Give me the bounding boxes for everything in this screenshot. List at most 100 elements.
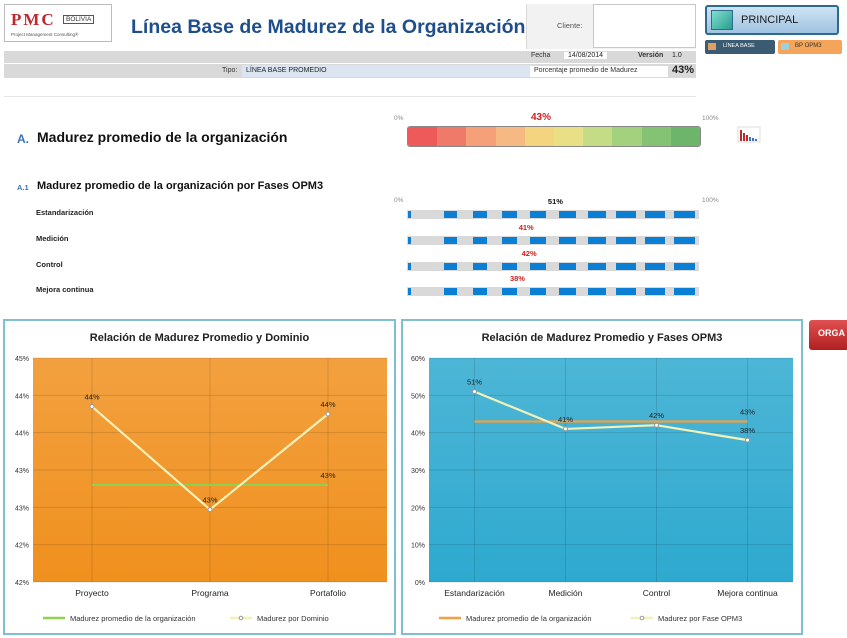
y-tick-label: 20% — [411, 505, 425, 512]
tipo-value: LÍNEA BASE PROMEDIO — [242, 65, 532, 77]
page-title: Línea Base de Madurez de la Organización — [131, 16, 526, 38]
phase-segment — [645, 263, 666, 270]
version-value: 1.0 — [672, 52, 682, 59]
legend-label: Madurez por Fase OPM3 — [658, 614, 742, 623]
data-label: 43% — [202, 496, 217, 505]
organizacion-tab[interactable]: ORGA — [809, 320, 847, 350]
logo-subtitle: Project Management Consulting® — [11, 32, 79, 37]
phase-segment — [616, 263, 636, 270]
maturity-gauge — [407, 126, 701, 147]
tipo-row: Tipo: LÍNEA BASE PROMEDIO — [4, 64, 696, 78]
phase-bar — [407, 287, 699, 296]
data-label: 43% — [740, 407, 755, 416]
phase-bar — [407, 236, 699, 245]
phase-segment — [530, 263, 547, 270]
gauge-segment — [495, 127, 525, 146]
section-a1-title: Madurez promedio de la organización por … — [37, 180, 324, 192]
y-tick-label: 43% — [15, 468, 29, 475]
logo-badge: BOLIVIA — [63, 15, 95, 24]
legend-marker — [639, 615, 645, 621]
data-point — [654, 422, 659, 428]
phase-segment — [559, 263, 577, 270]
y-tick-label: 44% — [15, 431, 29, 438]
phase-segment — [408, 237, 411, 244]
bp-opm3-label: BP OPM3 — [795, 43, 822, 49]
phase-segment — [673, 237, 695, 244]
gauge-scale-max: 100% — [702, 115, 719, 122]
data-label: 41% — [558, 415, 573, 424]
phase-segment — [473, 288, 487, 295]
y-tick-label: 40% — [411, 431, 425, 438]
phase-segment — [501, 263, 517, 270]
phase-segment — [530, 237, 547, 244]
chart-dominio-plot: 45% 44% 44% 43% 43% 42% 42% Proyecto Programa Por… — [15, 356, 387, 623]
phase-segment — [530, 211, 547, 218]
cliente-field[interactable] — [593, 4, 696, 48]
phase-segment — [559, 211, 577, 218]
y-tick-label: 10% — [411, 543, 425, 550]
data-point — [325, 411, 331, 417]
gauge-segment — [554, 127, 584, 146]
fecha-label: Fecha — [531, 52, 551, 59]
phase-scale-min: 0% — [394, 197, 404, 204]
phase-segment — [559, 288, 577, 295]
phase-segment — [444, 237, 458, 244]
gauge-segment — [612, 127, 642, 146]
bp-opm3-button[interactable]: BP OPM3 — [778, 40, 842, 54]
phase-label: Estandarización — [36, 208, 94, 217]
phase-segment — [587, 288, 606, 295]
y-tick-label: 44% — [15, 393, 29, 400]
legend-label: Madurez promedio de la organización — [466, 614, 592, 623]
phase-segment — [645, 211, 666, 218]
phase-segment — [587, 237, 606, 244]
mini-chart-icon[interactable] — [737, 126, 761, 143]
cliente-area: Cliente: — [526, 4, 696, 49]
cliente-label: Cliente: — [557, 21, 583, 30]
x-tick-label: Control — [643, 588, 671, 598]
x-tick-label: Programa — [191, 588, 229, 598]
chart-fases-plot: 60% 50% 40% 30% 20% 10% 0% Estandarización Medic… — [411, 356, 793, 623]
gauge-scale-min: 0% — [394, 115, 404, 122]
chart-dominio: Relación de Madurez Promedio y Dominio 4… — [3, 319, 396, 635]
gauge-segment — [466, 127, 496, 146]
phase-segment — [673, 263, 695, 270]
phase-value-label: 42% — [521, 249, 537, 258]
linea-base-label: LÍNEA BASE — [723, 43, 755, 49]
logo-text: PMC — [11, 10, 56, 29]
phase-bar — [407, 210, 699, 219]
phase-segment — [473, 211, 487, 218]
y-tick-label: 30% — [411, 468, 425, 475]
organizacion-tab-label: ORGA — [818, 328, 845, 338]
legend-label: Madurez por Dominio — [257, 614, 329, 623]
gauge-segment — [437, 127, 467, 146]
phase-bar — [407, 262, 699, 271]
fecha-value: 14/08/2014 — [564, 52, 608, 59]
series-line — [474, 390, 748, 442]
chart-dominio-title: Relación de Madurez Promedio y Dominio — [89, 332, 310, 344]
phase-segment — [616, 237, 636, 244]
phase-label: Mejora continua — [36, 285, 94, 294]
phase-scale-max: 100% — [702, 197, 719, 204]
chart-fases-title: Relación de Madurez Promedio y Fases OPM… — [481, 332, 723, 344]
bp-opm3-icon — [781, 43, 789, 50]
phase-segment — [616, 211, 636, 218]
linea-base-button[interactable]: LÍNEA BASE — [705, 40, 775, 54]
x-tick-label: Proyecto — [75, 588, 109, 598]
gauge-value-label: 43% — [531, 112, 552, 123]
phase-segment — [501, 211, 517, 218]
title-area: Línea Base de Madurez de la Organización — [113, 4, 526, 49]
data-label: 44% — [84, 393, 99, 402]
gauge-segment — [641, 127, 671, 146]
section-a1-letter: A.1 — [17, 183, 29, 192]
gauge-segment — [408, 127, 438, 146]
phase-label: Medición — [36, 234, 69, 243]
data-label: 44% — [320, 400, 335, 409]
y-tick-label: 45% — [15, 356, 29, 363]
phase-segment — [530, 288, 547, 295]
phase-label: Control — [36, 260, 63, 269]
principal-button[interactable]: PRINCIPAL — [705, 5, 839, 35]
phase-segment — [616, 288, 636, 295]
phase-segment — [444, 288, 458, 295]
principal-label: PRINCIPAL — [741, 14, 799, 26]
phase-segment — [408, 288, 411, 295]
